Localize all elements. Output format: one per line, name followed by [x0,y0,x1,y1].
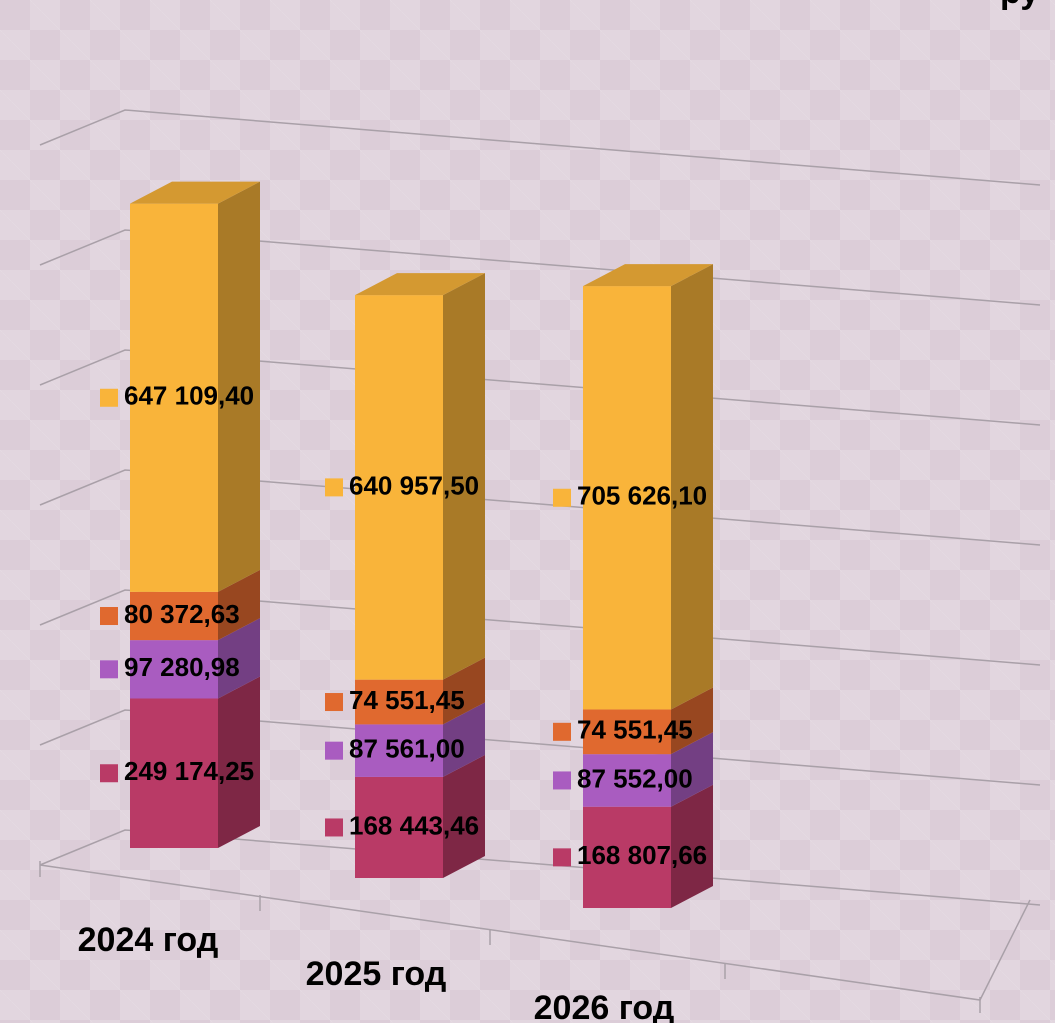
bar-segment [355,295,443,680]
bar-top [355,273,485,296]
grid-line [39,109,1041,186]
bar-segment [130,203,218,592]
grid-line [39,349,1041,426]
value-label: 74 551,45 [577,715,693,745]
bar-side [443,702,485,777]
label-key [325,741,343,760]
bar-side [671,687,713,755]
x-tick-label: 2025 год [306,955,447,993]
unit-label: ру [1000,0,1039,11]
label-key [553,488,571,507]
label-key [325,693,343,712]
label-key [100,388,118,407]
bar-segment [130,640,218,699]
bar-side [443,657,485,725]
bar-segment [583,709,671,755]
bar-top [130,181,260,204]
value-label: 87 561,00 [349,734,465,764]
grid-line [39,829,1041,906]
x-tick-label: 2024 год [78,921,219,959]
bar-side [671,732,713,807]
label-key [553,722,571,741]
label-key [100,607,118,626]
bar-segment [583,806,671,908]
grid-line [39,229,1041,306]
bar-segment [355,776,443,878]
value-label: 97 280,98 [124,652,240,682]
bar-segment [130,591,218,641]
label-key [553,771,571,790]
bar-segment [583,286,671,710]
label-key [553,848,571,867]
bar-top [583,264,713,287]
label-key [100,660,118,679]
label-key [325,818,343,837]
bar-segment [355,679,443,725]
label-key [325,478,343,497]
x-tick-label: 2026 год [534,989,675,1023]
value-label: 168 807,66 [577,840,707,870]
value-label: 87 552,00 [577,763,693,793]
bar-side [218,181,260,592]
bar-side [218,676,260,848]
grid-line [39,589,1041,666]
bar-side [671,264,713,710]
value-label: 640 957,50 [349,470,479,500]
value-label: 80 372,63 [124,599,240,629]
value-label: 249 174,25 [124,756,254,786]
value-label: 647 109,40 [124,381,254,411]
bar-segment [130,698,218,848]
value-label: 168 443,46 [349,810,479,840]
grid-line [39,469,1041,546]
bar-side [443,754,485,878]
bar-side [218,569,260,641]
bar-segment [583,754,671,807]
bar-segment [355,724,443,777]
value-label: 74 551,45 [349,685,465,715]
bar-side [443,273,485,680]
value-label: 705 626,10 [577,481,707,511]
bar-side [671,784,713,908]
grid-line [39,709,1041,786]
bar-side [218,618,260,699]
label-key [100,764,118,783]
